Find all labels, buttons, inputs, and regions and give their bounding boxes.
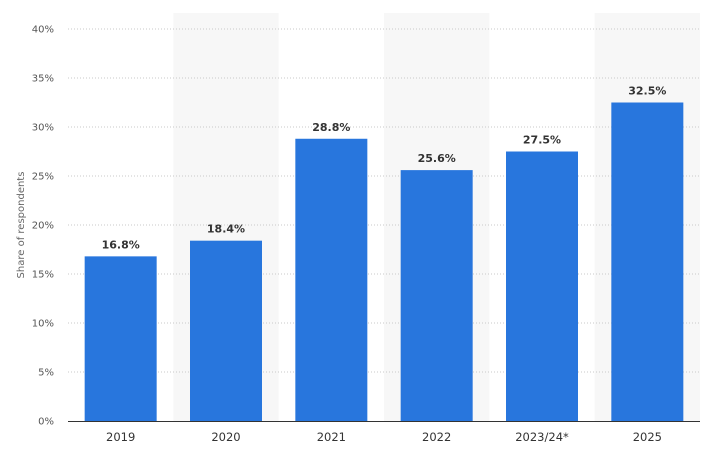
- bar: [611, 102, 684, 421]
- x-tick-label: 2020: [211, 430, 240, 444]
- data-label: 16.8%: [102, 238, 140, 251]
- data-label: 28.8%: [312, 121, 350, 134]
- data-label: 32.5%: [628, 85, 666, 98]
- y-tick-label: 20%: [32, 221, 54, 232]
- x-tick-label: 2023/24*: [515, 430, 569, 444]
- bar: [190, 240, 262, 421]
- y-tick-label: 15%: [32, 270, 54, 281]
- y-tick-label: 10%: [32, 319, 54, 330]
- x-tick-label: 2025: [633, 430, 662, 444]
- data-label: 27.5%: [523, 134, 561, 147]
- y-tick-label: 40%: [32, 25, 54, 36]
- bars: [84, 102, 684, 421]
- y-tick-label: 35%: [32, 74, 54, 85]
- bar: [84, 256, 157, 421]
- data-label: 18.4%: [207, 223, 245, 236]
- x-tick-label: 2019: [106, 430, 135, 444]
- data-labels: 16.8% 18.4% 28.8% 25.6% 27.5% 32.5%: [102, 85, 667, 252]
- bar: [295, 138, 368, 421]
- x-tick-label: 2021: [317, 430, 346, 444]
- x-tick-label: 2022: [422, 430, 451, 444]
- y-axis-ticks: 0% 5% 10% 15% 20% 25% 30% 35% 40%: [32, 25, 54, 428]
- bar: [506, 151, 578, 421]
- y-tick-label: 25%: [32, 172, 54, 183]
- y-tick-label: 0%: [38, 417, 54, 428]
- y-tick-label: 5%: [38, 368, 54, 379]
- x-axis-ticks: 2019 2020 2021 2022 2023/24* 2025: [106, 430, 662, 444]
- data-label: 25.6%: [418, 152, 456, 165]
- gridlines: [68, 28, 700, 373]
- bar: [400, 170, 473, 421]
- y-tick-label: 30%: [32, 123, 54, 134]
- y-axis-title: Share of respondents: [16, 172, 27, 279]
